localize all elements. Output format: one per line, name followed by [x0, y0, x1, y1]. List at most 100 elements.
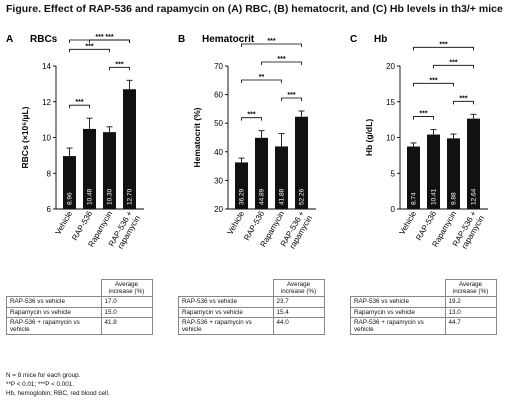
- y-tick-label: 40: [214, 148, 223, 157]
- significance-bracket: [261, 61, 302, 66]
- significance-label: ***: [419, 111, 427, 118]
- significance-bracket: [413, 82, 454, 87]
- y-tick-label: 20: [386, 62, 395, 71]
- significance-label: ***: [277, 56, 285, 63]
- y-tick-label: 12: [42, 98, 51, 107]
- significance-bracket: [69, 104, 90, 109]
- bar: [255, 137, 268, 209]
- significance-bracket: [241, 79, 282, 84]
- chart-panel-b: B Hematocrit Hematocrit (%) 20 30 40 50 60 70 36.…: [178, 34, 316, 250]
- bar-value-label: 12.70: [127, 188, 134, 205]
- y-axis-label: Hb (g/dL): [364, 119, 374, 156]
- bar-value-label: 44.89: [259, 188, 266, 205]
- table-row-value: 13.0: [444, 306, 497, 318]
- bar: [467, 118, 480, 209]
- significance-label: ***: [267, 38, 275, 45]
- y-axis-label: RBCs (×10⁶/µL): [20, 106, 30, 168]
- bar-value-label: 12.64: [471, 188, 478, 205]
- increase-table-c: Average increase (%) RAP-536 vs vehicle 1…: [350, 278, 497, 336]
- table-row-value: 44.0: [272, 316, 325, 336]
- bar: [83, 128, 96, 209]
- increase-table-b: Average increase (%) RAP-536 vs vehicle 2…: [178, 278, 325, 336]
- category-label-line: Vehicle: [54, 209, 75, 236]
- significance-bracket: [453, 100, 474, 105]
- significance-bracket: [413, 46, 474, 51]
- table-row-label: Rapamycin vs vehicle: [178, 306, 274, 318]
- y-tick-label: 10: [42, 134, 51, 143]
- table-row-label: RAP-536 + rapamycin vs vehicle: [350, 316, 446, 336]
- increase-table-a: Average increase (%) RAP-536 vs vehicle 1…: [6, 278, 153, 336]
- y-tick-label: 60: [214, 91, 223, 100]
- panel-letter: C: [350, 34, 357, 45]
- footnote: **P < 0.01; ***P < 0.001.: [6, 381, 75, 388]
- footnotes: N = 8 mice for each group. **P < 0.01; *…: [6, 371, 110, 398]
- y-tick-label: 70: [214, 62, 223, 71]
- bar: [235, 162, 248, 209]
- significance-label: ***: [439, 41, 447, 48]
- significance-bracket: [69, 39, 130, 43]
- significance-label: ***: [95, 34, 103, 41]
- y-tick-label: 20: [214, 205, 223, 214]
- figure-title: Figure. Effect of RAP-536 and rapamycin …: [6, 3, 503, 15]
- y-tick-label: 5: [391, 169, 396, 178]
- table-header: Average increase (%): [100, 278, 153, 298]
- bar-value-label: 8.74: [411, 192, 418, 205]
- bar: [427, 134, 440, 209]
- y-tick-label: 15: [386, 98, 395, 107]
- footnote: Hb, hemoglobin; RBC, red blood cell.: [6, 390, 110, 397]
- significance-label: ***: [459, 95, 467, 102]
- table-row-value: 17.0: [100, 296, 153, 308]
- table-header: Average increase (%): [272, 278, 325, 298]
- significance-label: ***: [85, 43, 93, 50]
- bar-value-label: 8.96: [67, 192, 74, 205]
- table-row-label: RAP-536 vs vehicle: [6, 296, 102, 308]
- table-row-value: 44.7: [444, 316, 497, 336]
- table-row-value: 19.2: [444, 296, 497, 308]
- bar: [447, 138, 460, 209]
- y-tick-label: 14: [42, 62, 51, 71]
- significance-label: ***: [247, 112, 255, 119]
- chart-panel-a: A RBCs RBCs (×10⁶/µL) 6 8 10 12 14 8.96 Vehicle 10…: [6, 34, 144, 250]
- y-tick-label: 50: [214, 119, 223, 128]
- significance-label: ***: [287, 92, 295, 99]
- table-row-label: Rapamycin vs vehicle: [6, 306, 102, 318]
- bar-value-label: 36.29: [239, 188, 246, 205]
- bar-value-label: 10.41: [431, 188, 438, 205]
- significance-label: ***: [115, 61, 123, 68]
- y-axis-label: Hematocrit (%): [192, 107, 202, 167]
- table-row-value: 15.4: [272, 306, 325, 318]
- bar-value-label: 10.48: [87, 188, 94, 205]
- significance-bracket: [241, 117, 262, 121]
- table-row-label: RAP-536 + rapamycin vs vehicle: [6, 316, 102, 336]
- table-row-label: RAP-536 vs vehicle: [350, 296, 446, 308]
- y-tick-label: 6: [47, 205, 52, 214]
- category-label-line: Vehicle: [226, 209, 247, 236]
- bar-value-label: 9.88: [451, 192, 458, 205]
- significance-label: ***: [449, 59, 457, 66]
- category-label-line: Vehicle: [398, 209, 419, 236]
- category-label: Vehicle: [398, 209, 419, 236]
- chart-title: RBCs: [30, 34, 58, 45]
- panel-letter: A: [6, 34, 13, 45]
- y-tick-label: 10: [386, 134, 395, 143]
- y-tick-label: 0: [391, 205, 396, 214]
- significance-label: ***: [105, 34, 113, 41]
- table-row-label: RAP-536 vs vehicle: [178, 296, 274, 308]
- table-row-value: 23.7: [272, 296, 325, 308]
- table-header: Average increase (%): [444, 278, 497, 298]
- y-tick-label: 8: [47, 169, 52, 178]
- bar: [63, 156, 76, 209]
- table-row-value: 41.8: [100, 316, 153, 336]
- significance-label: ***: [75, 99, 83, 106]
- y-tick-label: 30: [214, 176, 223, 185]
- bar: [407, 146, 420, 209]
- table-row-label: Rapamycin vs vehicle: [350, 306, 446, 318]
- category-label: Vehicle: [226, 209, 247, 236]
- significance-bracket: [241, 43, 302, 48]
- bar-value-label: 52.26: [299, 188, 306, 205]
- significance-bracket: [109, 66, 130, 71]
- chart-title: Hb: [374, 34, 387, 45]
- table-row-value: 15.0: [100, 306, 153, 318]
- significance-label: ***: [429, 77, 437, 84]
